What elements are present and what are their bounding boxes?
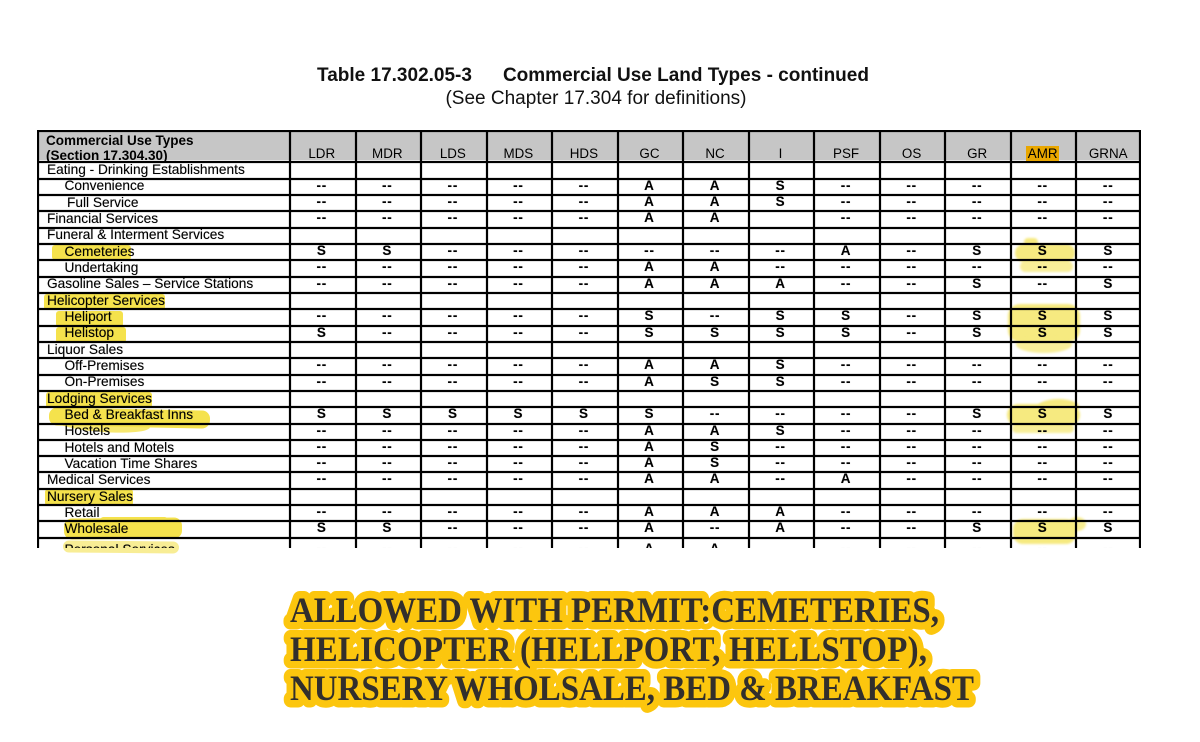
svg-text:HELICOPTER (HELLPORT, HELLSTOP: HELICOPTER (HELLPORT, HELLSTOP),	[290, 630, 927, 670]
svg-text:NURSERY WHOLSALE, BED & BREAKF: NURSERY WHOLSALE, BED & BREAKFAST	[290, 669, 974, 709]
svg-text:HELICOPTER (HELLPORT, HELLSTOP: HELICOPTER (HELLPORT, HELLSTOP),	[290, 630, 927, 670]
svg-text:ALLOWED WITH PERMIT:CEMETERIES: ALLOWED WITH PERMIT:CEMETERIES,	[290, 591, 939, 631]
svg-text:ALLOWED WITH PERMIT:CEMETERIES: ALLOWED WITH PERMIT:CEMETERIES,	[290, 591, 939, 631]
svg-text:NURSERY WHOLSALE, BED & BREAKF: NURSERY WHOLSALE, BED & BREAKFAST	[290, 669, 974, 709]
